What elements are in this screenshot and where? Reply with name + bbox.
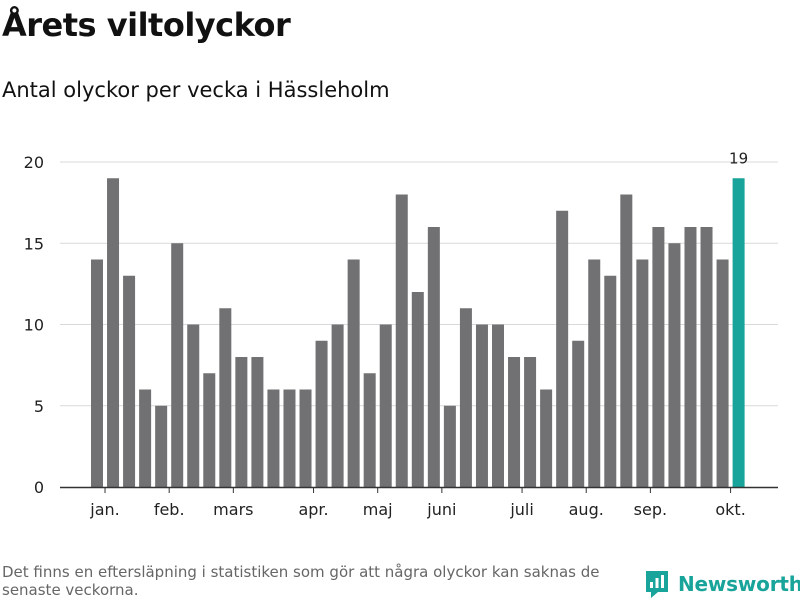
bar bbox=[235, 357, 248, 487]
bar bbox=[684, 227, 697, 487]
y-axis-ticks: 0 5 10 15 20 bbox=[24, 153, 44, 497]
bar bbox=[363, 373, 376, 487]
bar bbox=[475, 324, 488, 487]
bar bbox=[604, 275, 617, 487]
bar bbox=[251, 357, 264, 487]
bar bbox=[171, 243, 184, 487]
y-tick-label: 0 bbox=[34, 478, 44, 497]
bar bbox=[123, 275, 136, 487]
bar bbox=[459, 308, 472, 487]
x-tick-label: apr. bbox=[298, 500, 328, 519]
bar bbox=[379, 324, 392, 487]
x-tick-label: mars bbox=[213, 500, 253, 519]
x-tick-label: okt. bbox=[715, 500, 745, 519]
bar bbox=[299, 389, 312, 487]
x-tick-label: juli bbox=[509, 500, 533, 519]
bar bbox=[492, 324, 504, 487]
bar bbox=[620, 194, 633, 487]
bar bbox=[155, 405, 168, 487]
data-labels: 19 bbox=[729, 149, 748, 167]
bar bbox=[91, 259, 103, 487]
x-tick-label: feb. bbox=[154, 500, 185, 519]
footnote: Det finns en eftersläpning i statistiken… bbox=[2, 563, 600, 599]
bar bbox=[572, 340, 585, 487]
y-tick-label: 20 bbox=[24, 153, 44, 172]
bar bbox=[347, 259, 360, 487]
x-tick-label: maj bbox=[363, 500, 393, 519]
chart-title: Årets viltolyckor bbox=[2, 6, 291, 44]
bar bbox=[107, 178, 120, 487]
bar bbox=[427, 227, 440, 487]
bar bbox=[556, 210, 569, 487]
x-axis-ticks: jan. feb. mars apr. maj juni juli aug. sep. okt. bbox=[89, 487, 746, 519]
bar bbox=[411, 292, 424, 487]
y-tick-label: 10 bbox=[24, 316, 44, 335]
brand-logo[interactable]: Newsworthy bbox=[644, 569, 800, 599]
bar bbox=[187, 324, 200, 487]
bar bbox=[219, 308, 232, 487]
bar bbox=[331, 324, 344, 487]
bar-highlight bbox=[732, 178, 745, 487]
x-tick-label: sep. bbox=[634, 500, 667, 519]
chart-subtitle: Antal olyckor per vecka i Hässleholm bbox=[2, 78, 390, 102]
bar-chart: 0 5 10 15 20 jan. feb. mars apr. maj juni juli aug.… bbox=[24, 149, 778, 519]
bar bbox=[267, 389, 280, 487]
x-tick-label: juni bbox=[426, 500, 456, 519]
bar-chart-chat-icon bbox=[646, 571, 668, 598]
x-tick-label: jan. bbox=[89, 500, 119, 519]
bar bbox=[139, 389, 152, 487]
x-tick-label: aug. bbox=[569, 500, 604, 519]
bars bbox=[91, 178, 745, 487]
bar bbox=[636, 259, 649, 487]
bar bbox=[395, 194, 408, 487]
bar bbox=[668, 243, 681, 487]
bar bbox=[588, 259, 601, 487]
bar bbox=[443, 405, 456, 487]
bar bbox=[203, 373, 216, 487]
y-tick-label: 15 bbox=[24, 234, 44, 253]
bar bbox=[283, 389, 296, 487]
bar bbox=[508, 357, 521, 487]
bar bbox=[652, 227, 665, 487]
bar bbox=[716, 259, 729, 487]
bar bbox=[700, 227, 713, 487]
brand-name: Newsworthy bbox=[678, 572, 800, 596]
bar bbox=[540, 389, 553, 487]
y-tick-label: 5 bbox=[34, 397, 44, 416]
data-label: 19 bbox=[729, 149, 748, 167]
bar bbox=[315, 340, 328, 487]
bar bbox=[524, 357, 537, 487]
